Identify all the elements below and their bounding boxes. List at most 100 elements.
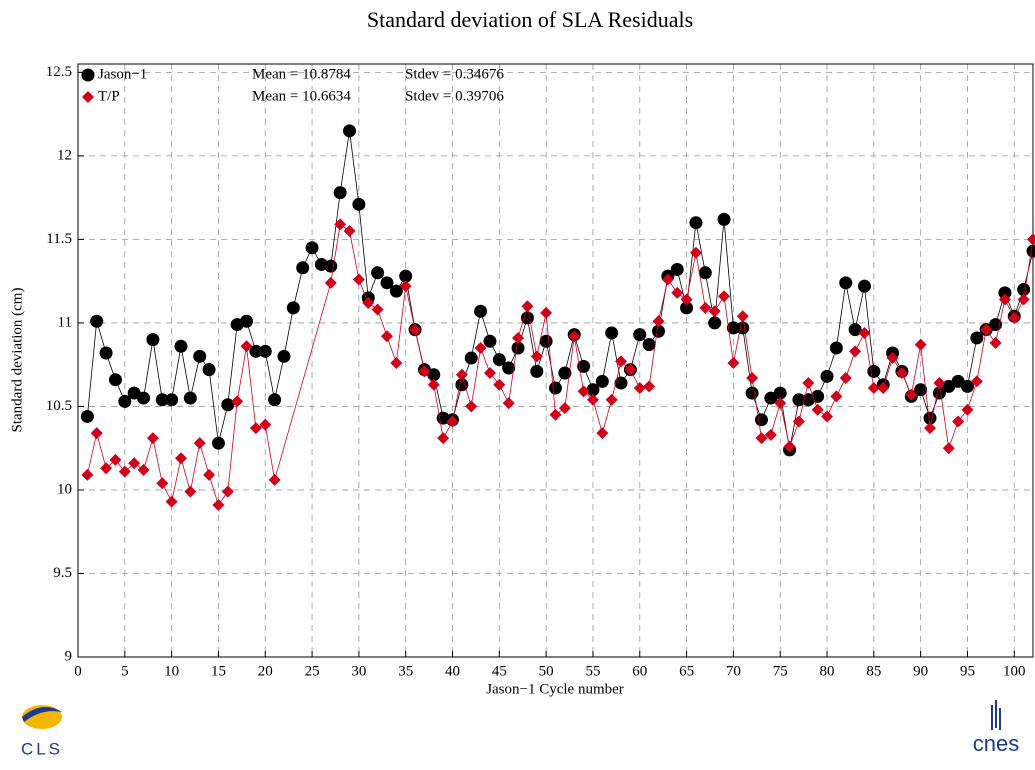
point <box>830 390 843 403</box>
logo-text: CLS <box>21 739 63 758</box>
point <box>80 409 94 423</box>
x-tick-label: 15 <box>211 663 226 679</box>
point <box>820 369 834 383</box>
point <box>296 261 310 275</box>
point <box>286 301 300 315</box>
point <box>652 315 665 328</box>
point <box>390 357 403 370</box>
point <box>671 286 684 299</box>
point <box>699 301 712 314</box>
point <box>821 410 834 423</box>
legend-label: T/P <box>98 88 120 104</box>
point <box>362 296 375 309</box>
point <box>633 328 647 342</box>
point <box>905 388 918 401</box>
point <box>708 305 721 318</box>
point <box>108 373 122 387</box>
stdev-annotation: Stdev = 0.39706 <box>405 88 504 104</box>
point <box>249 422 262 435</box>
y-tick-label: 9.5 <box>53 565 72 581</box>
point <box>783 440 796 453</box>
point <box>811 403 824 416</box>
point <box>764 428 777 441</box>
x-tick-label: 0 <box>74 663 82 679</box>
point <box>942 442 955 455</box>
point <box>932 386 946 400</box>
point <box>886 351 899 364</box>
point <box>961 403 974 416</box>
point <box>849 345 862 358</box>
point <box>137 391 151 405</box>
point <box>577 359 591 373</box>
point <box>483 367 496 380</box>
point <box>577 385 590 398</box>
x-tick-label: 40 <box>445 663 460 679</box>
point <box>334 218 347 231</box>
point <box>1017 283 1031 297</box>
point <box>184 485 197 498</box>
point <box>1027 233 1035 246</box>
point <box>90 314 104 328</box>
point <box>146 333 160 347</box>
cnes-logo: cnes <box>973 700 1019 756</box>
point <box>549 408 562 421</box>
point <box>240 314 254 328</box>
point <box>511 341 525 355</box>
point <box>99 346 113 360</box>
y-tick-label: 11.5 <box>46 231 72 247</box>
point <box>530 364 544 378</box>
y-axis-label: Standard deviation (cm) <box>9 288 25 433</box>
x-tick-label: 95 <box>960 663 975 679</box>
point <box>81 468 94 481</box>
point <box>352 273 365 286</box>
point <box>755 432 768 445</box>
mean-annotation: Mean = 10.8784 <box>252 66 351 82</box>
point <box>754 413 768 427</box>
point <box>980 323 993 336</box>
point <box>792 415 805 428</box>
point <box>193 349 207 363</box>
point <box>717 212 731 226</box>
point <box>698 266 712 280</box>
point <box>558 402 571 415</box>
point <box>586 383 600 397</box>
point <box>305 241 319 255</box>
point <box>829 341 843 355</box>
x-tick-label: 50 <box>539 663 554 679</box>
point <box>427 378 440 391</box>
series-line <box>86 223 1034 506</box>
point <box>568 330 581 343</box>
point <box>661 273 674 286</box>
point <box>933 377 946 390</box>
point <box>521 300 534 313</box>
point <box>268 393 282 407</box>
point <box>736 310 749 323</box>
point <box>118 394 132 408</box>
point <box>689 246 702 259</box>
point <box>427 368 441 382</box>
point <box>1017 293 1030 306</box>
point <box>792 393 806 407</box>
point <box>165 393 179 407</box>
x-tick-label: 45 <box>492 663 507 679</box>
point <box>530 350 543 363</box>
point <box>203 468 216 481</box>
point <box>399 269 413 283</box>
logo-shape <box>991 700 1001 730</box>
point <box>174 452 187 465</box>
point <box>615 355 628 368</box>
point <box>614 376 628 390</box>
point <box>839 372 852 385</box>
x-tick-label: 25 <box>305 663 320 679</box>
point <box>952 415 965 428</box>
point <box>399 280 412 293</box>
point <box>774 397 787 410</box>
point <box>914 383 928 397</box>
point <box>258 344 272 358</box>
point <box>502 361 516 375</box>
x-tick-label: 60 <box>632 663 647 679</box>
point <box>867 382 880 395</box>
point <box>586 393 599 406</box>
point <box>474 341 487 354</box>
x-tick-label: 90 <box>913 663 928 679</box>
